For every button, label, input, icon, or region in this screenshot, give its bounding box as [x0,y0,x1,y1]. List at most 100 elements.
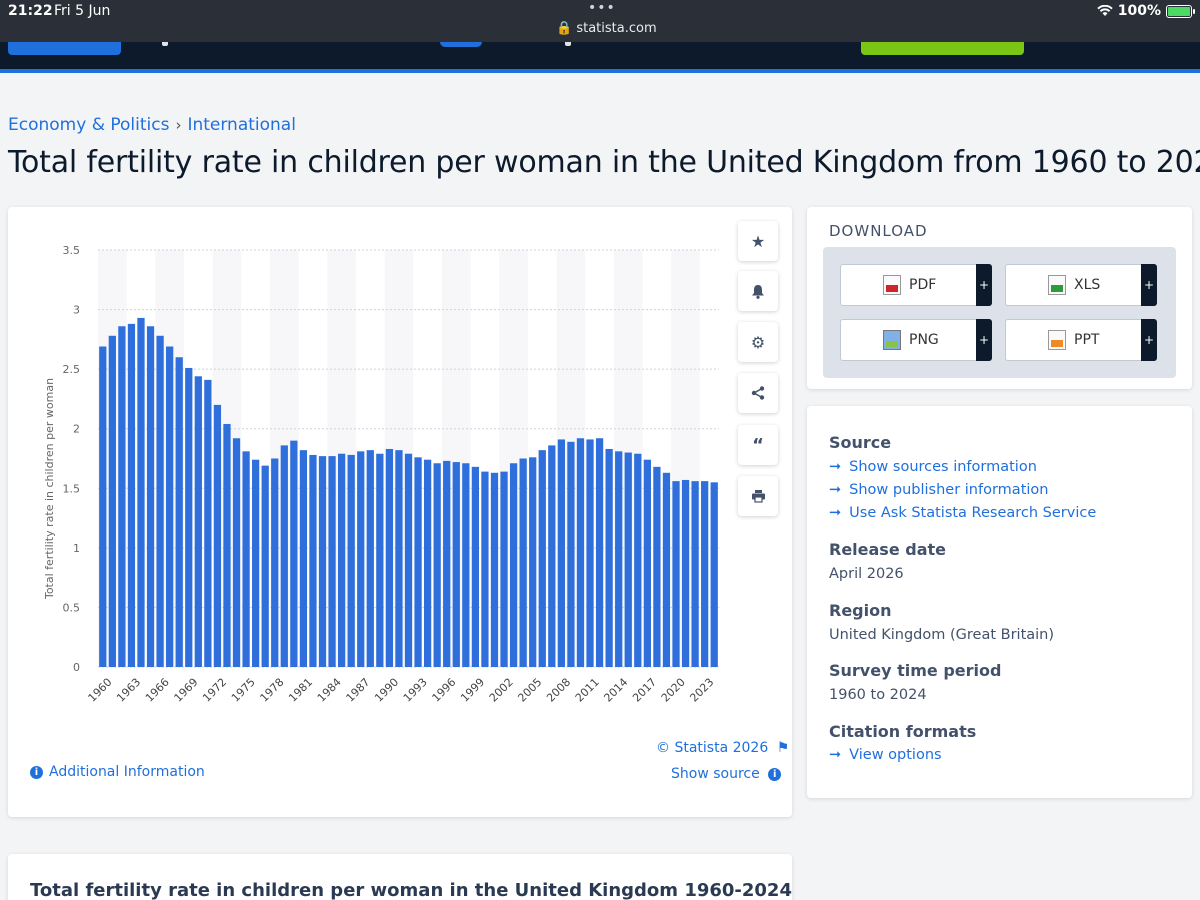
more-dots-icon[interactable]: ••• [588,0,616,16]
bar [624,452,632,667]
plus-icon[interactable]: + [976,319,992,361]
header-text-fragment [162,42,168,46]
bar [366,450,374,667]
bar [701,481,709,667]
bar [156,335,164,667]
print-button[interactable] [738,476,778,516]
pdf-icon [883,275,901,295]
x-tick-label: 1990 [372,676,401,705]
x-tick-label: 2005 [515,676,544,705]
bar [318,456,327,667]
y-tick-label: 1.5 [63,482,81,495]
bar [576,438,585,667]
x-tick-label: 1963 [114,676,143,705]
download-png-label: PNG [909,332,939,348]
info-icon: i [768,767,782,781]
copyright-link[interactable]: © Statista 2026 ⚑ [656,740,789,756]
bar [185,367,193,667]
bar [385,448,394,667]
view-options-link[interactable]: ➞ View options [829,747,942,763]
bar [423,459,432,667]
gear-icon: ⚙ [750,332,766,352]
bar [490,472,499,667]
x-tick-label: 2014 [601,676,630,705]
bar [595,438,604,667]
bar [99,346,107,667]
plus-icon[interactable]: + [1141,319,1157,361]
star-icon: ★ [750,231,766,251]
address-bar[interactable]: 🔒 statista.com [556,21,657,36]
show-publisher-link[interactable]: ➞ Show publisher information [829,482,1048,498]
bar [194,376,202,667]
header-button-middle[interactable] [440,42,482,47]
x-tick-label: 1996 [430,676,459,705]
ios-status-bar: 21:22 Fri 5 Jun ••• 🔒 statista.com 100% [0,0,1200,42]
share-icon [751,386,765,400]
status-right: 100% [1097,3,1195,19]
bar [557,439,565,667]
header-button-green[interactable] [861,42,1024,55]
show-source-link[interactable]: Show source i [671,766,782,782]
x-tick-label: 2011 [573,676,602,705]
bar [462,463,470,667]
download-pdf-button[interactable]: PDF + [840,264,992,306]
bar [242,451,250,667]
lock-icon: 🔒 [556,21,573,36]
x-tick-label: 1972 [200,676,229,705]
copyright-text: © Statista 2026 [656,740,769,756]
bar [357,451,365,667]
bar [443,460,451,667]
info-icon: i [30,765,43,779]
bar [337,453,346,667]
release-date-heading: Release date [829,540,946,559]
download-ppt-button[interactable]: PPT + [1005,319,1157,361]
bar [662,472,671,667]
share-button[interactable] [738,373,778,413]
x-tick-label: 2008 [544,676,573,705]
bar [280,445,288,667]
download-png-button[interactable]: PNG + [840,319,992,361]
statistic-info-card: Source ➞ Show sources information ➞ Show p… [807,406,1192,798]
png-icon [883,330,901,350]
chevron-right-icon: › [175,116,182,134]
download-ppt-label: PPT [1074,332,1100,348]
show-source-text: Show source [671,766,760,782]
bar [653,466,661,667]
bar [672,481,680,667]
breadcrumb-economy-politics[interactable]: Economy & Politics [8,115,170,135]
x-tick-label: 1999 [458,676,487,705]
bell-icon [752,284,764,299]
notification-button[interactable] [738,271,778,311]
bar [509,463,518,667]
ask-statista-link[interactable]: ➞ Use Ask Statista Research Service [829,505,1096,521]
status-date: Fri 5 Jun [54,3,111,19]
bar [681,479,690,667]
plus-icon[interactable]: + [976,264,992,306]
wifi-icon [1097,5,1113,16]
xls-icon [1048,275,1066,295]
download-xls-button[interactable]: XLS + [1005,264,1157,306]
additional-information-link[interactable]: i Additional Information [30,764,205,780]
y-axis-label: Total fertility rate in children per wom… [43,378,56,600]
bar [567,441,575,667]
settings-button[interactable]: ⚙ [738,322,778,362]
x-tick-label: 1969 [172,676,201,705]
bar [175,357,183,667]
show-sources-link[interactable]: ➞ Show sources information [829,459,1037,475]
bar [519,458,527,667]
favorite-button[interactable]: ★ [738,221,778,261]
bar [481,471,489,667]
bar [710,482,718,667]
cite-button[interactable]: “ [738,425,778,465]
bar [347,454,355,667]
bar [309,454,317,667]
header-button-left[interactable] [8,42,121,55]
plus-icon[interactable]: + [1141,264,1157,306]
flag-icon: ⚑ [776,740,790,756]
x-tick-label: 1966 [143,676,172,705]
breadcrumb-international[interactable]: International [187,115,296,135]
bar [433,463,441,667]
additional-information-text: Additional Information [49,764,205,780]
bar [605,448,613,667]
release-date-value: April 2026 [829,566,904,582]
